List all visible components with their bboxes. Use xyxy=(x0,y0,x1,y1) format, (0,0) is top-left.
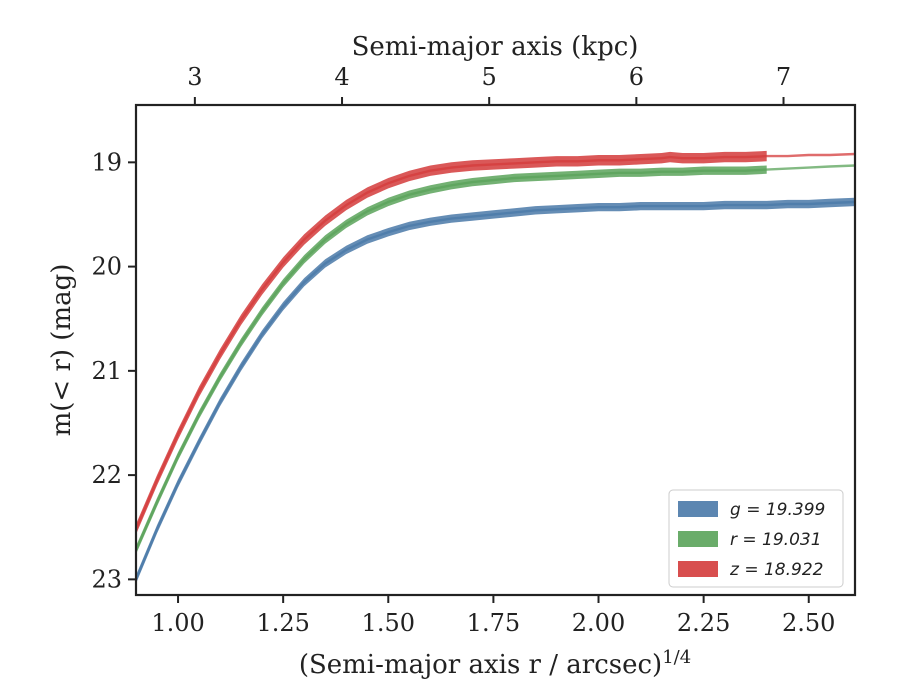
x-tick-label: 1.50 xyxy=(362,609,415,637)
x-tick-label: 1.75 xyxy=(467,609,520,637)
x-tick-label: 1.25 xyxy=(256,609,309,637)
series-lines xyxy=(134,152,856,580)
x-tick-label: 2.25 xyxy=(677,609,730,637)
legend-swatch-g xyxy=(678,501,718,517)
y-tick-label: 20 xyxy=(91,253,122,281)
legend-label-g: g = 19.399 xyxy=(730,500,825,520)
y-tick-label: 22 xyxy=(91,461,122,489)
series-bands xyxy=(136,150,855,584)
y-tick-label: 19 xyxy=(91,148,122,176)
legend-swatch-z xyxy=(678,561,718,577)
bottom-axis-label-main: (Semi-major axis r / arcsec) xyxy=(299,650,662,680)
series-line-r xyxy=(134,164,856,551)
band-z xyxy=(136,150,767,535)
top-x-axis: 3 4 5 6 7 xyxy=(187,63,791,105)
y-axis: 19 20 21 22 23 xyxy=(91,148,136,593)
plot-frame xyxy=(134,103,857,597)
y-tick-label: 21 xyxy=(91,357,122,385)
top-tick-label: 3 xyxy=(187,63,202,91)
x-tick-label: 1.00 xyxy=(151,609,204,637)
legend-label-z: z = 18.922 xyxy=(729,560,823,580)
y-axis-label: m(< r) (mag) xyxy=(47,264,77,437)
legend: g = 19.399 r = 19.031 z = 18.922 xyxy=(668,489,844,588)
top-axis-label: Semi-major axis (kpc) xyxy=(352,32,639,62)
top-tick-label: 5 xyxy=(482,63,497,91)
legend-label-r: r = 19.031 xyxy=(730,530,822,550)
top-tick-label: 4 xyxy=(334,63,349,91)
top-tick-label: 7 xyxy=(776,63,791,91)
top-tick-label: 6 xyxy=(629,63,644,91)
x-tick-label: 2.00 xyxy=(572,609,625,637)
bottom-axis-label: (Semi-major axis r / arcsec)1/4 xyxy=(299,647,691,680)
legend-swatch-r xyxy=(678,531,718,547)
y-tick-label: 23 xyxy=(91,565,122,593)
bottom-axis-label-exponent: 1/4 xyxy=(662,647,691,668)
series-line-g xyxy=(134,200,856,580)
series-line-z xyxy=(134,152,856,530)
bottom-x-axis: 1.00 1.25 1.50 1.75 2.00 2.25 2.50 xyxy=(151,595,835,637)
x-tick-label: 2.50 xyxy=(782,609,835,637)
